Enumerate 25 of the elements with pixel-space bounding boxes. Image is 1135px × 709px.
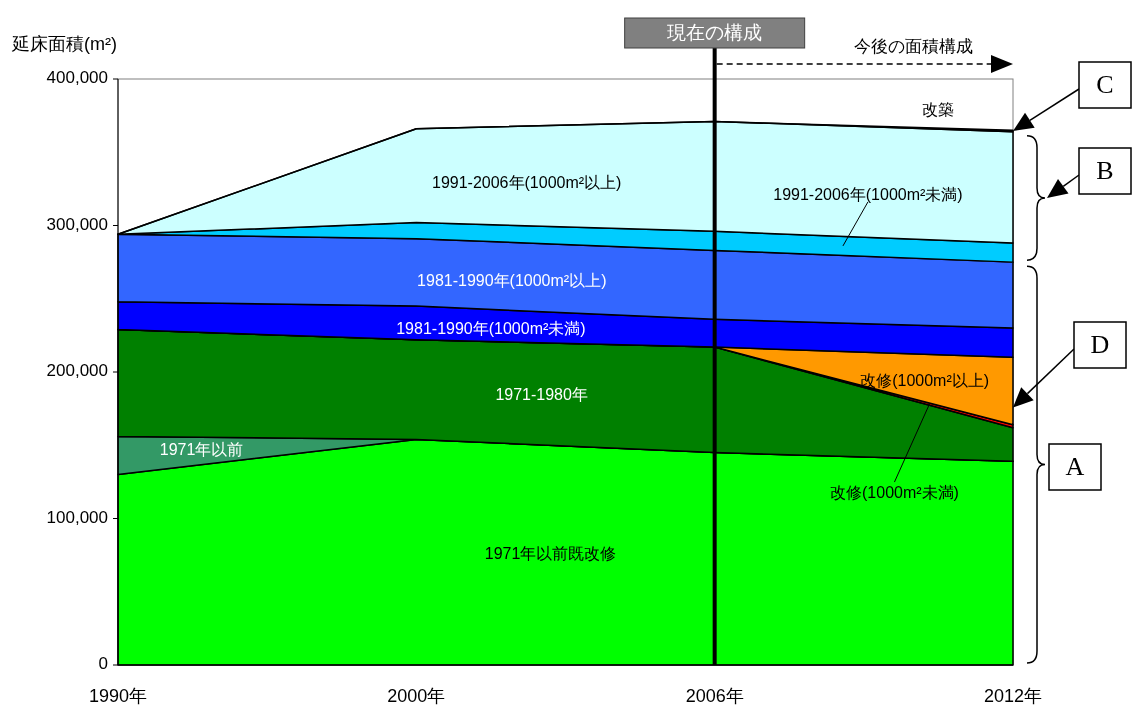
series-label: 1971年以前既改修 (484, 545, 617, 563)
series-label: 1981-1990年(1000m²以上) (417, 272, 607, 290)
y-axis-title: 延床面積(m²) (11, 33, 117, 54)
series-label: 1981-1990年(1000m²未満) (396, 320, 586, 338)
text: B (1096, 155, 1114, 185)
series-label: 1991-2006年(1000m²未満) (773, 186, 963, 204)
x-tick-label: 2012年 (983, 685, 1043, 706)
x-tick-label: 2000年 (387, 685, 446, 706)
y-tick-label: 200,000 (46, 361, 108, 381)
y-tick-label: 400,000 (46, 68, 108, 88)
series-label: 1971-1980年 (495, 386, 588, 404)
series-label: 1971年以前 (159, 441, 244, 459)
x-tick-label: 1990年 (88, 685, 148, 706)
text: D (1090, 329, 1110, 359)
ref-line-label: 現在の構成 (667, 22, 763, 44)
text: 改修(1000m²未満) (830, 484, 959, 502)
text: 今後の面積構成 (853, 37, 973, 57)
x-tick-label: 2006年 (685, 685, 744, 706)
text: A (1065, 451, 1085, 481)
series-label: 1991-2006年(1000m²以上) (432, 174, 622, 192)
y-tick-label: 300,000 (46, 214, 108, 234)
text: C (1096, 69, 1114, 99)
y-tick-label: 100,000 (46, 507, 108, 527)
series-label: 改築 (922, 100, 955, 118)
y-tick-label: 0 (98, 654, 108, 674)
